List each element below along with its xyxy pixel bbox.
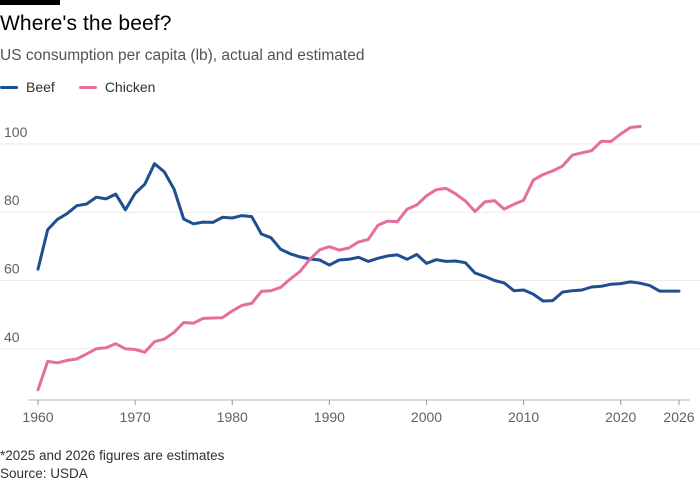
chart-title: Where's the beef? (0, 12, 172, 35)
x-tick-layer: 1960 1970 1980 1990 2000 2010 2020 2026 (22, 399, 695, 425)
x-tick-label: 2010 (508, 409, 539, 425)
x-tick-label: 2026 (663, 409, 694, 425)
y-tick-label: 60 (4, 260, 20, 276)
y-tick-label: 80 (4, 192, 20, 208)
series-layer (36, 125, 681, 392)
line-chart: 40 60 80 100 1960 1970 1980 1990 2000 2010 2020 20… (0, 124, 700, 425)
legend-item-chicken: Chicken (78, 79, 156, 95)
legend-label-beef: Beef (26, 79, 55, 95)
legend-swatch-chicken (78, 85, 97, 89)
source-note: Source: USDA (0, 466, 88, 481)
x-tick-label: 1990 (314, 409, 345, 425)
x-tick-label: 1980 (217, 409, 248, 425)
brand-bar (0, 0, 60, 5)
chart-subtitle: US consumption per capita (lb), actual a… (0, 47, 365, 64)
y-tick-layer: 40 60 80 100 (4, 124, 28, 345)
series-line-chicken (36, 125, 642, 392)
y-tick-label: 40 (4, 329, 20, 345)
x-tick-label: 2000 (411, 409, 442, 425)
footnote: *2025 and 2026 figures are estimates (0, 448, 225, 463)
x-tick-label: 1970 (120, 409, 151, 425)
series-line-beef (36, 162, 681, 303)
legend-item-beef: Beef (0, 79, 55, 95)
x-tick-label: 1960 (22, 409, 53, 425)
grid-layer (0, 143, 700, 350)
legend-swatch-beef (0, 85, 18, 89)
x-tick-label: 2020 (605, 409, 636, 425)
legend-label-chicken: Chicken (104, 79, 156, 95)
y-tick-label: 100 (4, 124, 28, 140)
legend: Beef Chicken (0, 78, 179, 96)
